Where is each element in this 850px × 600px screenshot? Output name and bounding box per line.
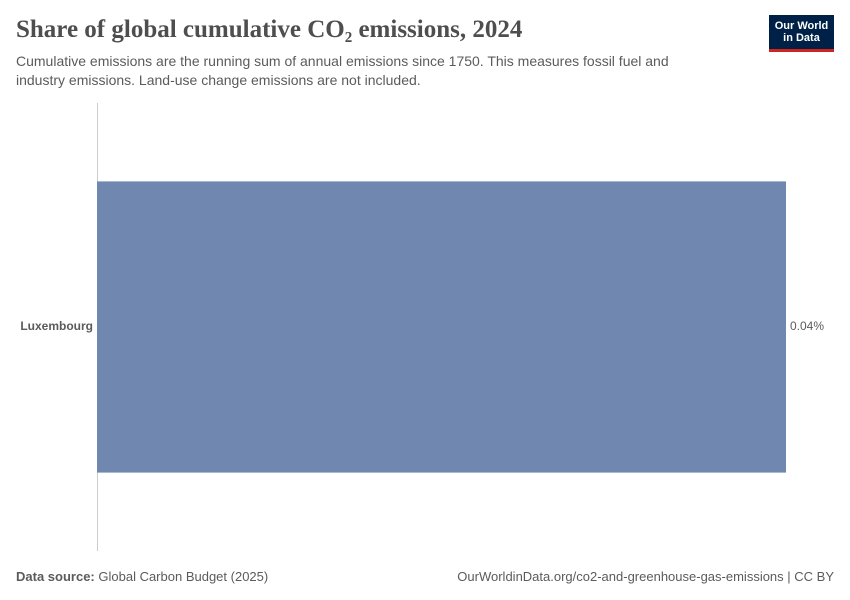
logo-text: Our World [774,20,829,32]
logo-text: in Data [783,32,820,44]
logo[interactable]: Our World in Data [769,15,834,52]
source-label: Data source: [16,569,95,584]
bar [97,181,786,473]
category-label: Luxembourg [20,319,93,333]
footer-url[interactable]: OurWorldinData.org/co2-and-greenhouse-ga… [457,569,834,584]
chart-subtitle: Cumulative emissions are the running sum… [16,53,669,88]
source: Global Carbon Budget (2025) [98,569,269,584]
value-label: 0.04% [790,319,824,333]
footer-source: Data source: Global Carbon Budget (2025) [16,569,268,584]
chart-title: Share of global cumulative CO₂ emissions… [16,16,523,43]
